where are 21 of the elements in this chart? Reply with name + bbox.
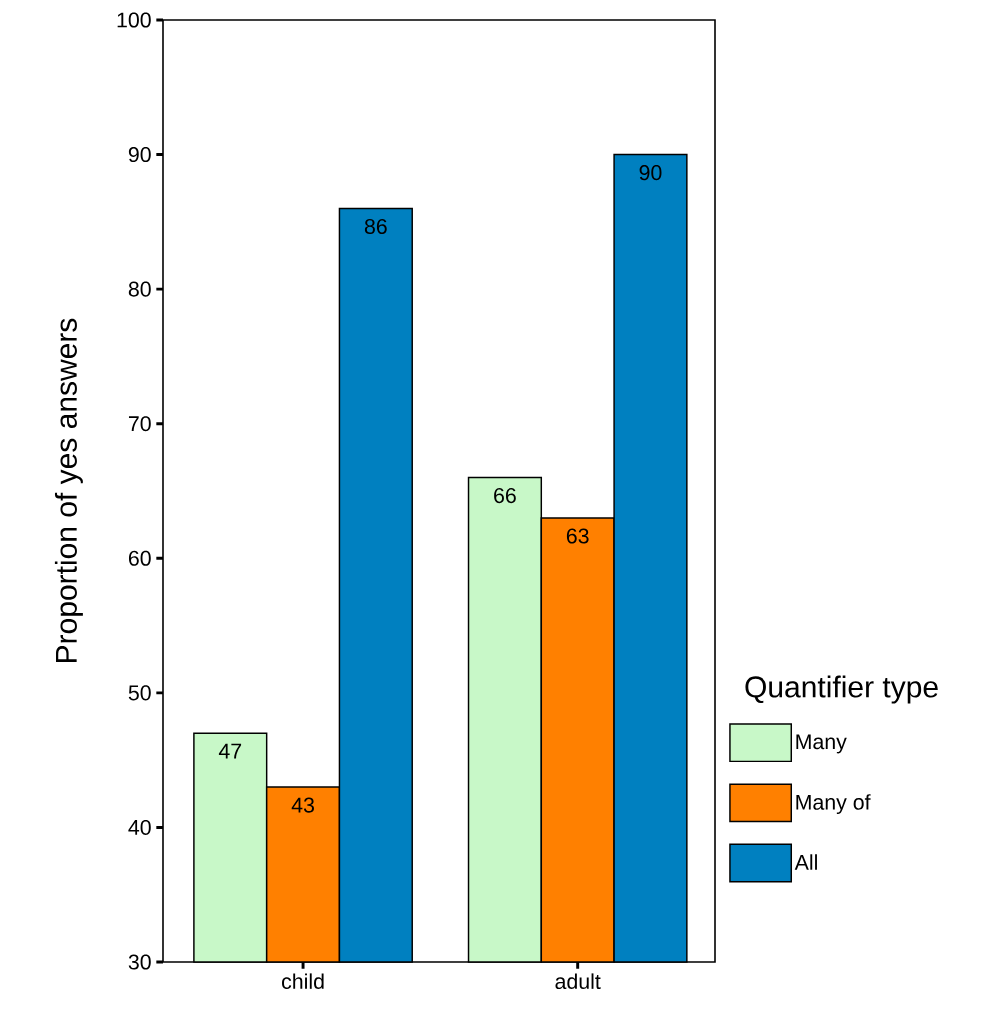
data-label: 47 <box>218 743 242 759</box>
y-tick-label: 100 <box>117 12 151 28</box>
y-tick-label: 50 <box>128 685 151 701</box>
data-label: 86 <box>364 218 387 235</box>
data-label: 63 <box>566 528 589 544</box>
y-axis-title: Proportion of yes answers <box>54 318 83 662</box>
data-label: 90 <box>639 165 662 181</box>
y-tick-label: 70 <box>128 416 151 432</box>
y-tick-label: 80 <box>128 281 151 297</box>
legend-title: Quantifier type <box>745 675 938 704</box>
legend-label: Many of <box>796 794 871 814</box>
x-tick-label: child <box>282 973 324 990</box>
y-tick-label: 40 <box>128 819 151 835</box>
data-label: 43 <box>291 797 314 813</box>
y-tick-label: 30 <box>128 954 151 970</box>
legend-label: Many <box>796 734 847 754</box>
x-tick-label: adult <box>555 973 601 990</box>
y-tick-label: 60 <box>128 550 151 566</box>
y-tick-label: 90 <box>128 147 151 163</box>
legend-label: All <box>794 854 817 870</box>
data-label: 66 <box>494 488 516 504</box>
